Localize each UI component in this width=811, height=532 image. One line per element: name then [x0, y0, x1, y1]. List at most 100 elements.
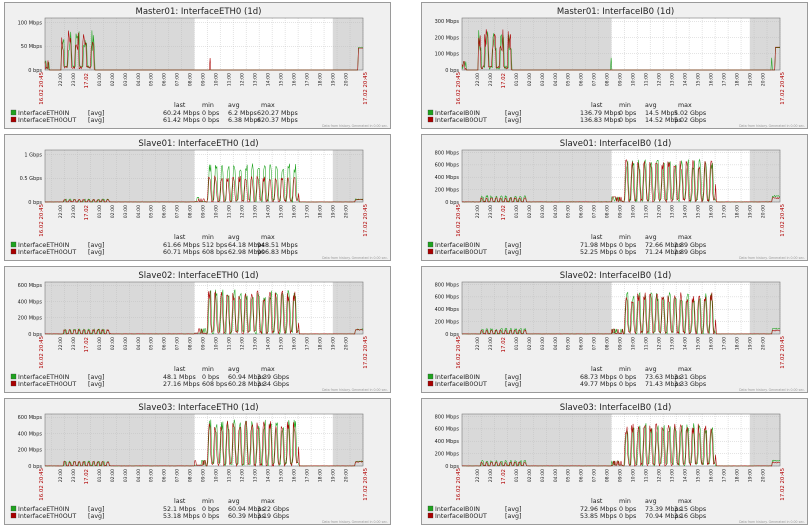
x-tick-label: 20:00 [343, 337, 349, 350]
x-start-label: 16.02 20:45 [456, 72, 462, 105]
plot-frame [44, 281, 364, 335]
x-tick-label: 22:00 [475, 337, 481, 350]
x-tick-label: 01:00 [514, 73, 520, 86]
x-tick-label: 04:00 [553, 469, 559, 482]
x-tick-label: 08:00 [188, 205, 194, 218]
x-tick-label: 09:00 [201, 337, 207, 350]
y-tick-label: 200 Mbps [435, 451, 460, 457]
y-tick-label: 0 bps [445, 464, 459, 470]
legend-last: 49.77 Mbps [580, 381, 617, 388]
x-tick-label: 07:00 [592, 205, 598, 218]
x-tick-label: 03:00 [540, 337, 546, 350]
x-tick-label: 23:00 [71, 337, 77, 350]
legend-header: avg [228, 498, 240, 505]
legend-max: 3.39 Gbps [257, 374, 289, 381]
x-tick-label: 06:00 [162, 337, 168, 350]
legend-header: avg [645, 234, 657, 241]
graph-svg: Slave01: InterfaceETH0 (1d) 0 bps 0.5 Gbps… [10, 139, 388, 260]
x-tick-label: 11:00 [227, 73, 233, 86]
series-out-line [44, 175, 364, 203]
legend-header: avg [228, 234, 240, 241]
x-tick-label: 14:00 [683, 73, 689, 86]
x-tick-label: 20:00 [760, 205, 766, 218]
legend-max: 620.27 Mbps [257, 110, 298, 117]
x-tick-label: 16:00 [709, 469, 715, 482]
legend-swatch [427, 373, 434, 380]
graph-title: Slave01: InterfaceETH0 (1d) [138, 139, 258, 149]
legend-header: min [202, 366, 214, 373]
legend-last: 72.96 Mbps [580, 506, 617, 513]
legend-agg: [avg] [505, 374, 522, 381]
legend-max: 948.51 Mbps [257, 242, 298, 249]
y-tick-label: 400 Mbps [435, 307, 460, 313]
x-tick-label: 03:00 [123, 337, 129, 350]
x-tick-label: 01:00 [97, 205, 103, 218]
x-tick-label: 04:00 [553, 73, 559, 86]
legend-max: 620.37 Mbps [257, 117, 298, 124]
legend-header: last [591, 498, 603, 505]
x-tick-label: 01:00 [514, 337, 520, 350]
x-tick-label: 17:00 [721, 73, 727, 86]
night-band [749, 414, 780, 466]
x-tick-label: 09:00 [201, 73, 207, 86]
legend-avg: 60.39 Mbps [228, 513, 265, 520]
graph-svg: Slave03: InterfaceETH0 (1d) 0 bps 200 Mbps… [10, 403, 388, 524]
x-tick-label: 02:00 [110, 337, 116, 350]
x-start-label: 16.02 20:45 [456, 336, 462, 369]
legend-series-name: InterfaceIB0IN [435, 506, 480, 513]
x-tick-label: 13:00 [253, 337, 259, 350]
x-tick-label: 02:00 [527, 469, 533, 482]
x-tick-label: 18:00 [734, 337, 740, 350]
y-tick-label: 400 Mbps [18, 299, 43, 305]
legend-agg: [avg] [505, 110, 522, 117]
legend-swatch [427, 116, 434, 123]
legend-header: avg [645, 366, 657, 373]
legend-swatch [10, 512, 17, 519]
x-tick-label: 09:00 [618, 73, 624, 86]
x-tick-label: 17.02 [84, 73, 90, 88]
y-tick-label: 800 Mbps [435, 282, 460, 288]
x-tick-label: 03:00 [540, 73, 546, 86]
x-tick-label: 10:00 [631, 205, 637, 218]
x-tick-label: 15:00 [279, 469, 285, 482]
x-tick-label: 18:00 [317, 73, 323, 86]
y-tick-label: 200 Mbps [435, 319, 460, 325]
x-tick-label: 23:00 [488, 337, 494, 350]
y-tick-label: 100 Mbps [18, 21, 43, 27]
graph-svg: Master01: InterfaceETH0 (1d) 0 bps 50 Mbps… [10, 7, 388, 128]
legend-series-name: InterfaceETH0IN [18, 242, 70, 249]
y-tick-label: 200 Mbps [18, 448, 43, 454]
legend-header: last [591, 234, 603, 241]
x-tick-label: 13:00 [670, 469, 676, 482]
legend-max: 3.33 Gbps [674, 381, 706, 388]
legend-swatch [427, 241, 434, 248]
y-tick-label: 600 Mbps [435, 427, 460, 433]
generated-note: Data from history. Generated in 0.00 sec… [322, 256, 388, 260]
legend-series-name: InterfaceETH0OUT [18, 117, 76, 124]
x-tick-label: 04:00 [136, 337, 142, 350]
legend-header: avg [228, 102, 240, 109]
legend-max: 3.16 Gbps [674, 513, 706, 520]
x-tick-label: 12:00 [240, 337, 246, 350]
legend-avg: 71.24 Mbps [645, 249, 682, 256]
x-tick-label: 19:00 [747, 73, 753, 86]
legend-max: 5.02 Gbps [674, 117, 706, 124]
x-tick-label: 06:00 [162, 469, 168, 482]
x-tick-label: 06:00 [162, 205, 168, 218]
legend-header: avg [645, 498, 657, 505]
x-end-label: 17.02 20:45 [780, 72, 786, 105]
x-tick-label: 06:00 [579, 205, 585, 218]
x-tick-label: 17:00 [721, 337, 727, 350]
legend-agg: [avg] [505, 513, 522, 520]
x-tick-label: 16:00 [709, 205, 715, 218]
x-tick-label: 19:00 [330, 469, 336, 482]
x-tick-label: 19:00 [330, 205, 336, 218]
legend-series-name: InterfaceIB0OUT [435, 249, 487, 256]
legend-agg: [avg] [88, 242, 105, 249]
y-tick-label: 600 Mbps [18, 283, 43, 289]
graph-title: Slave02: InterfaceETH0 (1d) [138, 271, 258, 281]
x-start-label: 16.02 20:45 [39, 336, 45, 369]
legend-swatch [427, 248, 434, 255]
x-tick-label: 17.02 [84, 469, 90, 484]
x-tick-label: 20:00 [760, 337, 766, 350]
